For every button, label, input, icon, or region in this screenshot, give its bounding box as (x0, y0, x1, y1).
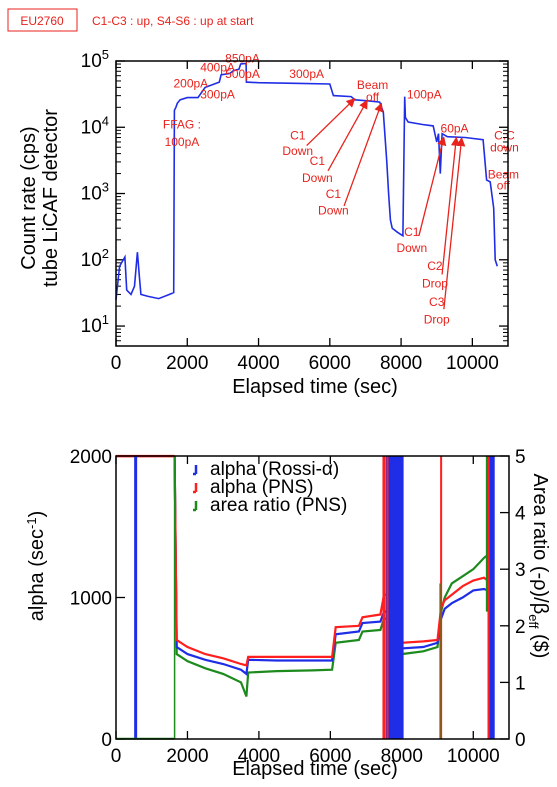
annotation-label: Drop (422, 277, 448, 291)
annotation-label: Beam (357, 78, 388, 92)
annotation-label: FFAG : (163, 117, 201, 131)
alpha-chart: alpha (sec-1) Area ratio (-ρ)/βeff ($) E… (24, 447, 551, 780)
annotation-arrow (441, 136, 461, 275)
annotation-arrow (327, 99, 368, 172)
x-tick-label: 0 (111, 746, 122, 767)
y-tick-label: 0 (101, 730, 112, 751)
y2-tick-label: 1 (515, 673, 526, 694)
x-tick-label: 10000 (446, 353, 499, 374)
saturated-band (385, 456, 404, 739)
annotation-label: 500pA (225, 67, 260, 81)
y2-tick-label: 4 (515, 504, 526, 525)
annotation-label: Down (302, 171, 333, 185)
x-tick-label: 6000 (309, 353, 351, 374)
annotation-label: C1 (310, 154, 326, 168)
legend-label: alpha (PNS) (210, 477, 314, 498)
annotation-label: 100pA (407, 88, 442, 102)
x-tick-label: 6000 (309, 746, 351, 767)
annotation-label: 400pA (200, 60, 235, 74)
y-tick-label: 104 (81, 113, 109, 138)
y-axis-label-line1: Count rate (cps) (18, 126, 40, 269)
x-tick-label: 2000 (166, 353, 208, 374)
annotation-label: C1 (404, 225, 420, 239)
x-tick-label: 10000 (447, 746, 500, 767)
annotation-label: Down (318, 204, 349, 218)
annotation-arrow (343, 102, 383, 207)
x-tick-label: 8000 (380, 353, 422, 374)
series-line (173, 455, 489, 697)
annotation-arrow (443, 137, 466, 310)
annotation-label: down (490, 141, 519, 155)
y-tick-label: 102 (81, 246, 109, 271)
y2-tick-label: 0 (515, 730, 526, 751)
plot-frame (115, 455, 510, 740)
y2-axis-label: Area ratio (-ρ)/βeff ($) (526, 474, 551, 659)
x-tick-label: 2000 (166, 746, 208, 767)
annotation-label: C.C (494, 129, 515, 143)
y-tick-label: 101 (81, 312, 109, 337)
legend-label: alpha (Rossi-α) (210, 459, 339, 480)
y-axis-label: alpha (sec-1) (24, 511, 48, 622)
y-tick-label: 103 (81, 180, 109, 205)
y2-tick-label: 3 (515, 560, 526, 581)
x-tick-label: 4000 (237, 353, 279, 374)
header-note: C1-C3 : up, S4-S6 : up at start (92, 14, 254, 28)
y-tick-label: 1000 (70, 589, 112, 610)
annotation-label: C2 (427, 259, 443, 273)
annotation-label: 200pA (173, 76, 208, 90)
y-axis-label-line2: tube LiCAF detector (40, 109, 62, 287)
y-tick-label: 2000 (70, 447, 112, 468)
y2-tick-label: 2 (515, 617, 526, 638)
header-tag: EU2760 (20, 14, 64, 28)
annotation-label: C1 (290, 129, 306, 143)
annotation-label: 850pA (225, 51, 260, 65)
y2-tick-label: 5 (515, 447, 526, 468)
annotation-label: 300pA (200, 88, 235, 102)
annotation-arrow (306, 98, 356, 146)
annotation-label: 300pA (289, 67, 324, 81)
annotation-label: Down (396, 241, 427, 255)
y-tick-label: 105 (81, 47, 109, 72)
annotation-label: 60pA (441, 122, 469, 136)
annotation-label: Drop (424, 312, 450, 326)
annotation-label: off (366, 90, 380, 104)
saturated-band (487, 456, 495, 739)
annotation-label: Down (282, 144, 313, 158)
annotation-label: C1 (326, 187, 342, 201)
annotation-arrow (418, 136, 447, 236)
annotation-label: off (497, 179, 511, 193)
series-line (173, 455, 489, 667)
series-line (173, 455, 488, 676)
x-tick-label: 8000 (381, 746, 423, 767)
plot-frame (115, 60, 509, 347)
count-rate-chart: Count rate (cps) tube LiCAF detector Ela… (18, 47, 519, 398)
header-tag-box (7, 8, 78, 32)
x-axis-label: Elapsed time (sec) (232, 376, 398, 398)
annotation-label: C3 (429, 295, 445, 309)
x-tick-label: 4000 (238, 746, 280, 767)
annotation-label: Beam (488, 167, 519, 181)
x-axis-label: Elapsed time (sec) (232, 758, 398, 780)
annotation-label: 100pA (165, 135, 200, 149)
x-tick-label: 0 (111, 353, 122, 374)
legend-label: area ratio (PNS) (210, 495, 347, 516)
